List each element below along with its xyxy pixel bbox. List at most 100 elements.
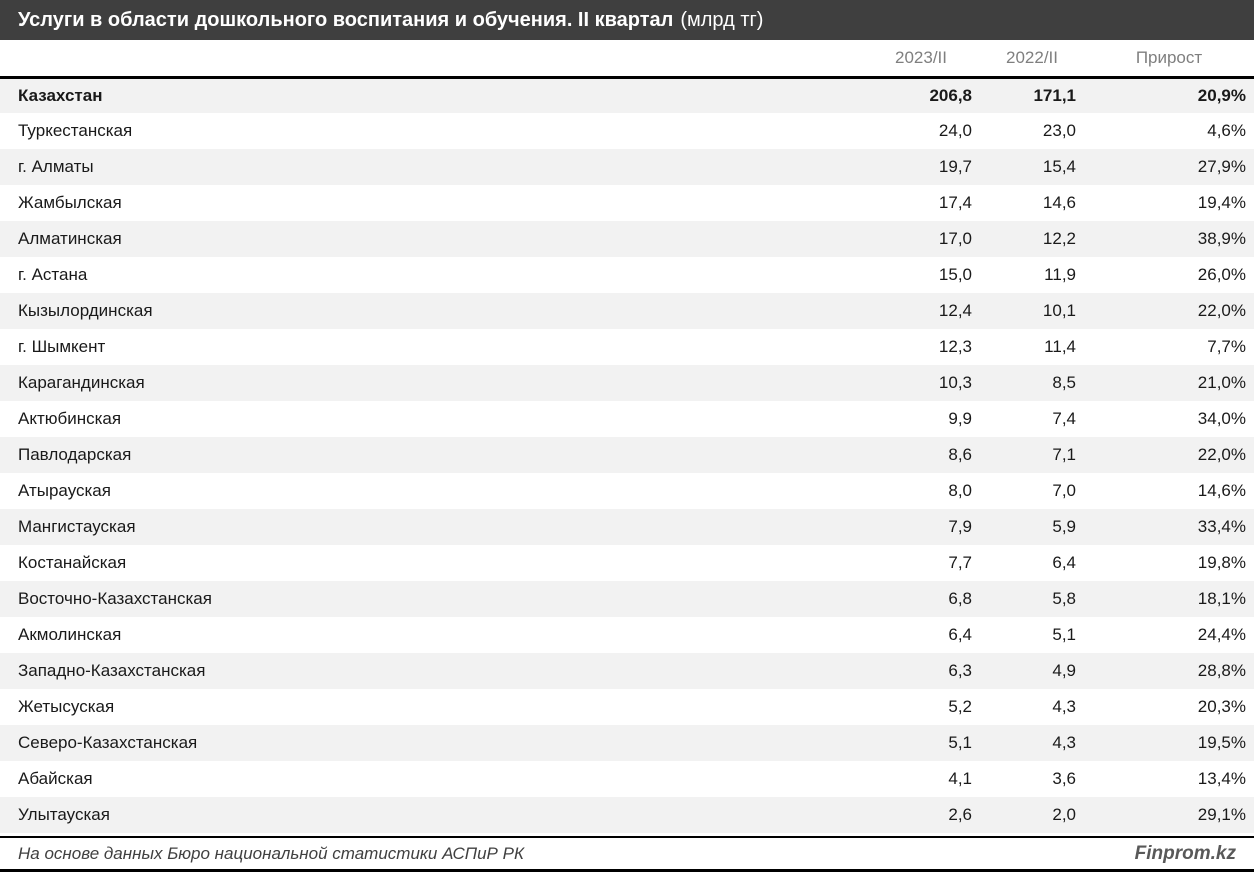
table-body: Казахстан 206,8 171,1 20,9% Туркестанская 24,…	[0, 77, 1254, 833]
value-2023: 7,7	[948, 553, 972, 572]
value-2022: 12,2	[1042, 229, 1076, 248]
value-2022: 23,0	[1042, 121, 1076, 140]
region-name: Атырауская	[18, 481, 111, 500]
value-growth: 19,4%	[1197, 193, 1246, 212]
table-row: Карагандинская 10,3 8,5 21,0%	[0, 365, 1254, 401]
table-row: г. Алматы 19,7 15,4 27,9%	[0, 149, 1254, 185]
value-2023: 15,0	[938, 265, 972, 284]
region-name: Восточно-Казахстанская	[18, 589, 212, 608]
table-row: Западно-Казахстанская 6,3 4,9 28,8%	[0, 653, 1254, 689]
value-growth: 7,7%	[1207, 337, 1246, 356]
value-growth: 21,0%	[1197, 373, 1246, 392]
table-row: Жетысуская 5,2 4,3 20,3%	[0, 689, 1254, 725]
region-name: г. Алматы	[18, 157, 94, 176]
value-growth: 29,1%	[1197, 805, 1246, 824]
table-row: Алматинская 17,0 12,2 38,9%	[0, 221, 1254, 257]
value-2023: 6,8	[948, 589, 972, 608]
value-2022: 3,6	[1052, 769, 1076, 788]
brand-logo: Finprom.kz	[1134, 842, 1236, 864]
table-row: Туркестанская 24,0 23,0 4,6%	[0, 113, 1254, 149]
value-2023: 5,1	[948, 733, 972, 752]
value-2022: 10,1	[1042, 301, 1076, 320]
region-name: Северо-Казахстанская	[18, 733, 198, 752]
region-name: Актюбинская	[18, 409, 122, 428]
region-name: Жамбылская	[18, 193, 122, 212]
value-2022: 4,3	[1052, 733, 1076, 752]
value-2022: 4,3	[1052, 697, 1076, 716]
region-name: г. Астана	[18, 265, 88, 284]
table-row: Акмолинская 6,4 5,1 24,4%	[0, 617, 1254, 653]
value-2022: 14,6	[1042, 193, 1076, 212]
value-growth: 27,9%	[1197, 157, 1246, 176]
value-growth: 34,0%	[1197, 409, 1246, 428]
footer: На основе данных Бюро национальной стати…	[0, 836, 1254, 872]
table-row: Абайская 4,1 3,6 13,4%	[0, 761, 1254, 797]
header-row: 2023/II 2022/II Прирост	[0, 40, 1254, 77]
table-row: Атырауская 8,0 7,0 14,6%	[0, 473, 1254, 509]
table-row: Улытауская 2,6 2,0 29,1%	[0, 797, 1254, 833]
region-name: Акмолинская	[18, 625, 122, 644]
value-2023: 6,3	[948, 661, 972, 680]
table-row: Мангистауская 7,9 5,9 33,4%	[0, 509, 1254, 545]
region-name: Павлодарская	[18, 445, 132, 464]
value-2023: 24,0	[938, 121, 972, 140]
value-growth: 20,9%	[1197, 85, 1246, 105]
value-growth: 33,4%	[1197, 517, 1246, 536]
value-growth: 20,3%	[1197, 697, 1246, 716]
value-2023: 10,3	[938, 373, 972, 392]
value-2022: 6,4	[1052, 553, 1076, 572]
table-row: Восточно-Казахстанская 6,8 5,8 18,1%	[0, 581, 1254, 617]
value-growth: 22,0%	[1197, 445, 1246, 464]
region-name: Алматинская	[18, 229, 122, 248]
region-name: Западно-Казахстанская	[18, 661, 206, 680]
table-row: Костанайская 7,7 6,4 19,8%	[0, 545, 1254, 581]
value-2023: 12,4	[938, 301, 972, 320]
value-2023: 17,4	[938, 193, 972, 212]
col-header-2023: 2023/II	[895, 47, 947, 67]
value-2023: 206,8	[929, 85, 972, 105]
value-2022: 15,4	[1042, 157, 1076, 176]
page-title: Услуги в области дошкольного воспитания …	[18, 8, 674, 31]
value-2022: 8,5	[1052, 373, 1076, 392]
table-row: Северо-Казахстанская 5,1 4,3 19,5%	[0, 725, 1254, 761]
value-growth: 28,8%	[1197, 661, 1246, 680]
title-unit: (млрд тг)	[680, 8, 764, 31]
value-growth: 24,4%	[1197, 625, 1246, 644]
value-growth: 26,0%	[1197, 265, 1246, 284]
value-2023: 5,2	[948, 697, 972, 716]
value-2022: 11,4	[1044, 337, 1076, 356]
value-growth: 14,6%	[1197, 481, 1246, 500]
value-2022: 7,0	[1052, 481, 1076, 500]
region-name: Туркестанская	[18, 121, 133, 140]
region-name: Костанайская	[18, 553, 127, 572]
region-name: Карагандинская	[18, 373, 145, 392]
value-2023: 8,6	[948, 445, 972, 464]
value-2023: 4,1	[948, 769, 972, 788]
value-2023: 8,0	[948, 481, 972, 500]
region-name: Казахстан	[18, 85, 103, 105]
table-row: г. Шымкент 12,3 11,4 7,7%	[0, 329, 1254, 365]
value-2023: 9,9	[948, 409, 972, 428]
source-note: На основе данных Бюро национальной стати…	[18, 843, 524, 863]
value-2022: 5,1	[1052, 625, 1076, 644]
table-row: Жамбылская 17,4 14,6 19,4%	[0, 185, 1254, 221]
col-header-region	[0, 40, 862, 77]
table-row: Актюбинская 9,9 7,4 34,0%	[0, 401, 1254, 437]
value-2022: 5,9	[1052, 517, 1076, 536]
value-2022: 171,1	[1033, 85, 1076, 105]
value-2023: 19,7	[938, 157, 972, 176]
region-name: Мангистауская	[18, 517, 136, 536]
region-name: Абайская	[18, 769, 93, 788]
value-2022: 4,9	[1052, 661, 1076, 680]
value-2022: 11,9	[1044, 265, 1076, 284]
region-name: Кызылординская	[18, 301, 153, 320]
region-name: г. Шымкент	[18, 337, 106, 356]
value-2022: 7,4	[1052, 409, 1076, 428]
regions-table: 2023/II 2022/II Прирост Казахстан 206,8 17…	[0, 40, 1254, 833]
value-growth: 19,5%	[1197, 733, 1246, 752]
value-2022: 5,8	[1052, 589, 1076, 608]
value-2023: 2,6	[948, 805, 972, 824]
region-name: Жетысуская	[18, 697, 115, 716]
value-growth: 4,6%	[1207, 121, 1246, 140]
title-bar: Услуги в области дошкольного воспитания …	[0, 0, 1254, 40]
